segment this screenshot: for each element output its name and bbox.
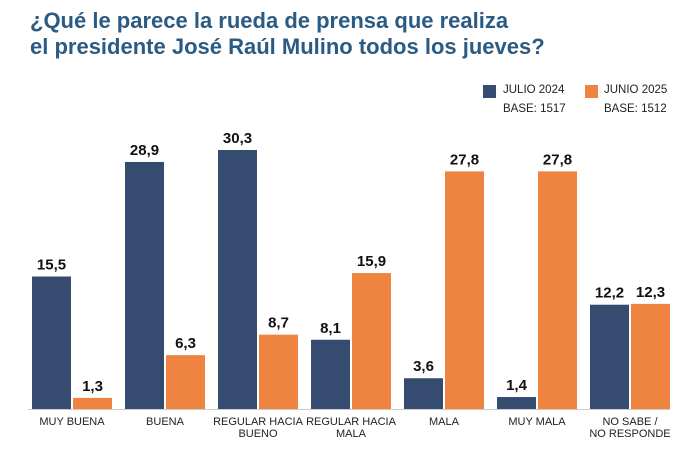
legend-base-junio-2025: BASE: 1512 xyxy=(604,103,667,115)
value-label-julio-2024-muy-mala: 1,4 xyxy=(506,377,528,394)
legend-swatch-julio-2024 xyxy=(483,85,496,98)
bar-junio-2025-no-sabe-no-responde xyxy=(631,303,670,409)
legend-label-julio-2024: JULIO 2024 xyxy=(503,84,565,96)
value-label-junio-2025-muy-buena: 1,3 xyxy=(82,378,103,395)
bar-junio-2025-regular-hacia-mala xyxy=(352,273,391,409)
value-label-junio-2025-regular-hacia-bueno: 8,7 xyxy=(268,315,289,332)
value-label-junio-2025-regular-hacia-mala: 15,9 xyxy=(357,253,386,270)
value-label-julio-2024-regular-hacia-bueno: 30,3 xyxy=(223,130,252,147)
chart-title: ¿Qué le parece la rueda de prensa que re… xyxy=(30,8,670,60)
bar-julio-2024-buena xyxy=(125,161,164,409)
value-label-junio-2025-muy-mala: 27,8 xyxy=(543,151,572,168)
value-label-julio-2024-muy-buena: 15,5 xyxy=(37,257,66,274)
value-label-junio-2025-buena: 6,3 xyxy=(175,335,196,352)
bar-julio-2024-no-sabe-no-responde xyxy=(590,304,629,409)
value-label-julio-2024-no-sabe-no-responde: 12,2 xyxy=(595,285,624,302)
category-label-buena: BUENA xyxy=(146,416,185,428)
bar-junio-2025-mala xyxy=(445,171,484,409)
value-label-junio-2025-no-sabe-no-responde: 12,3 xyxy=(636,284,665,301)
bar-julio-2024-muy-mala xyxy=(497,397,536,409)
bar-junio-2025-muy-mala xyxy=(538,171,577,409)
value-label-julio-2024-regular-hacia-mala: 8,1 xyxy=(320,320,341,337)
legend-base-julio-2024: BASE: 1517 xyxy=(503,103,566,115)
chart-title-line-2: el presidente José Raúl Mulino todos los… xyxy=(30,34,545,59)
value-label-junio-2025-mala: 27,8 xyxy=(450,151,479,168)
value-label-julio-2024-buena: 28,9 xyxy=(130,142,159,159)
category-label-regular-hacia-mala: REGULAR HACIA MALA xyxy=(306,416,397,440)
legend-label-junio-2025: JUNIO 2025 xyxy=(604,84,668,96)
bar-junio-2025-muy-buena xyxy=(73,397,112,409)
category-label-muy-buena: MUY BUENA xyxy=(39,416,105,428)
bar-julio-2024-regular-hacia-mala xyxy=(311,339,350,409)
bar-julio-2024-muy-buena xyxy=(32,276,71,409)
category-label-regular-hacia-bueno: REGULAR HACIA BUENO xyxy=(213,416,304,440)
bar-julio-2024-regular-hacia-bueno xyxy=(218,150,257,409)
legend-swatch-junio-2025 xyxy=(585,85,598,98)
value-label-julio-2024-mala: 3,6 xyxy=(413,358,434,375)
bar-junio-2025-regular-hacia-bueno xyxy=(259,334,298,409)
chart-title-line-1: ¿Qué le parece la rueda de prensa que re… xyxy=(30,8,509,33)
bar-julio-2024-mala xyxy=(404,378,443,409)
category-label-mala: MALA xyxy=(429,416,460,428)
category-label-no-sabe-no-responde: NO SABE / NO RESPONDE xyxy=(589,416,670,440)
bar-junio-2025-buena xyxy=(166,355,205,409)
category-label-muy-mala: MUY MALA xyxy=(508,416,566,428)
